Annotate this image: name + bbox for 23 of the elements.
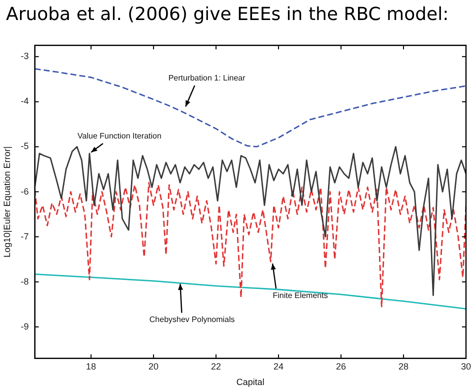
x-tick-label: 26 [336, 361, 346, 372]
y-tick-label: -8 [20, 276, 29, 286]
x-tick-label: 22 [211, 361, 222, 372]
x-tick-label: 28 [398, 361, 409, 372]
annotation: Value Function Iteration [78, 132, 162, 141]
x-tick-label: 24 [274, 361, 284, 372]
y-tick-label: -7 [20, 231, 29, 242]
y-axis-title: Log10|Euler Equation Error| [2, 146, 12, 258]
chart-title: Aruoba et al. (2006) give EEEs in the RBC model: [5, 3, 450, 27]
y-tick-label: -9 [20, 321, 29, 332]
annotation: Chebyshev Polynomials [149, 315, 235, 324]
y-tick-label: -5 [20, 141, 29, 152]
y-tick-label: -6 [20, 186, 29, 196]
y-tick-label: -3 [20, 51, 29, 62]
x-tick-label: 18 [86, 361, 96, 372]
y-tick-label: -4 [20, 96, 29, 106]
line-series [34, 182, 466, 308]
x-axis-title: Capital [236, 377, 264, 388]
x-tick-label: 20 [148, 361, 159, 372]
annotation: Perturbation 1: Linear [168, 74, 246, 83]
line-series [34, 68, 466, 148]
x-tick-label: 30 [460, 361, 471, 372]
annotation: Finite Elements [272, 290, 328, 300]
